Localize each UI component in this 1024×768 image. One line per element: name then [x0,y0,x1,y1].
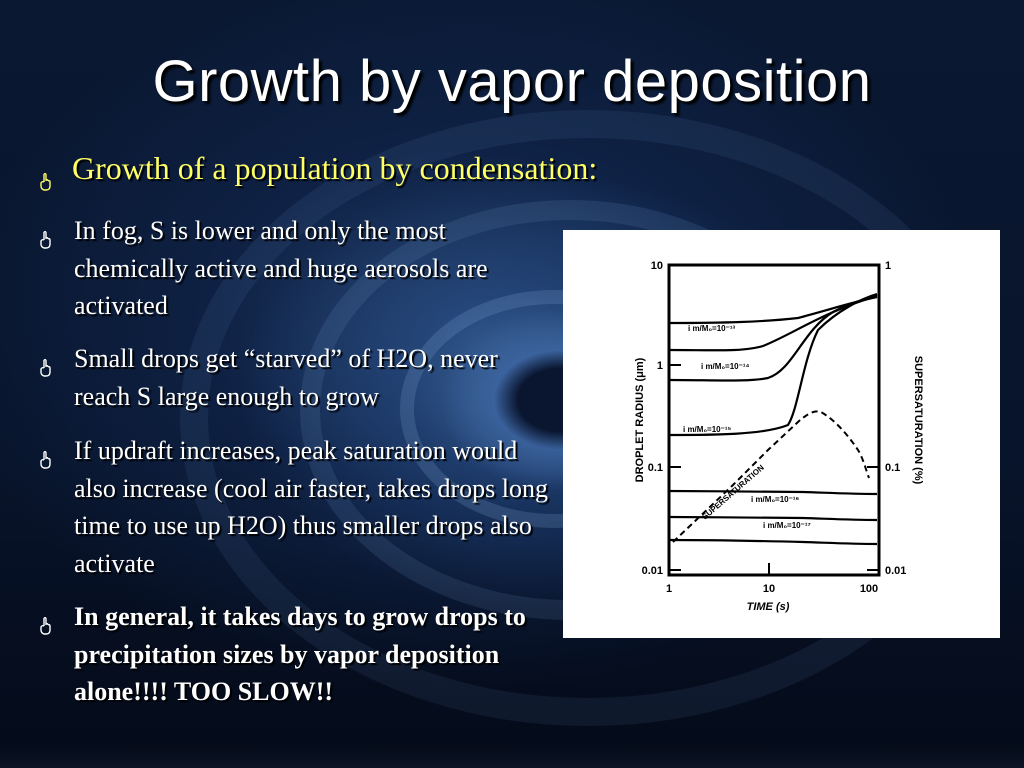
bullet-item: In general, it takes days to grow drops … [38,598,558,711]
bullet-item: In fog, S is lower and only the most che… [38,212,558,325]
droplet-growth-figure: 10 1 0.1 0.01 1 0.1 0.01 1 10 100 TIME (… [563,230,1000,638]
curve-label: i m/M₀=10⁻¹⁵ [683,425,732,434]
bullet-text: In general, it takes days to grow drops … [74,602,526,706]
bullet-item: Small drops get “starved” of H2O, never … [38,340,558,415]
right-tick-label: 0.1 [885,462,900,474]
left-tick-label: 1 [657,360,663,372]
left-axis-ticks [669,264,879,575]
x-tick-label: 1 [666,583,672,595]
right-axis-label: SUPERSATURATION (%) [912,356,924,485]
curve-label: i m/M₀=10⁻¹³ [688,324,736,333]
pointing-hand-icon [38,162,54,191]
subheading-text: Growth of a population by condensation: [72,150,598,186]
x-axis-label: TIME (s) [747,601,790,613]
pointing-hand-icon [38,442,54,469]
growth-curve [668,489,878,496]
pointing-hand-icon [38,222,54,249]
y-axis-label: DROPLET RADIUS (μm) [634,357,646,482]
growth-curves [668,292,878,546]
pointing-hand-icon [38,350,54,377]
bullet-item: If updraft increases, peak saturation wo… [38,432,558,582]
slide-title: Growth by vapor deposition [152,49,872,114]
bullet-text: In fog, S is lower and only the most che… [74,216,488,320]
right-tick-label: 0.01 [885,565,906,577]
bullet-text: If updraft increases, peak saturation wo… [74,436,549,578]
supersaturation-curve [672,410,870,543]
curve-label: i m/M₀=10⁻¹⁴ [701,362,750,371]
growth-curve [668,292,878,437]
subheading-bullet: Growth of a population by condensation: [38,150,598,191]
left-tick-label: 0.01 [642,565,663,577]
growth-curve [668,538,878,546]
x-tick-label: 10 [763,583,775,595]
bottom-band [0,742,1024,768]
pointing-hand-icon [38,608,54,635]
left-tick-label: 10 [651,260,663,272]
growth-curve [668,295,878,325]
bullet-text: Small drops get “starved” of H2O, never … [74,344,498,411]
plot-frame [667,263,881,577]
right-tick-label: 1 [885,260,891,272]
growth-curve [668,515,878,522]
curve-label: i m/M₀=10⁻¹⁷ [763,521,811,530]
curve-label: i m/M₀=10⁻¹⁶ [751,495,800,504]
left-tick-label: 0.1 [648,462,663,474]
x-tick-label: 100 [860,583,878,595]
